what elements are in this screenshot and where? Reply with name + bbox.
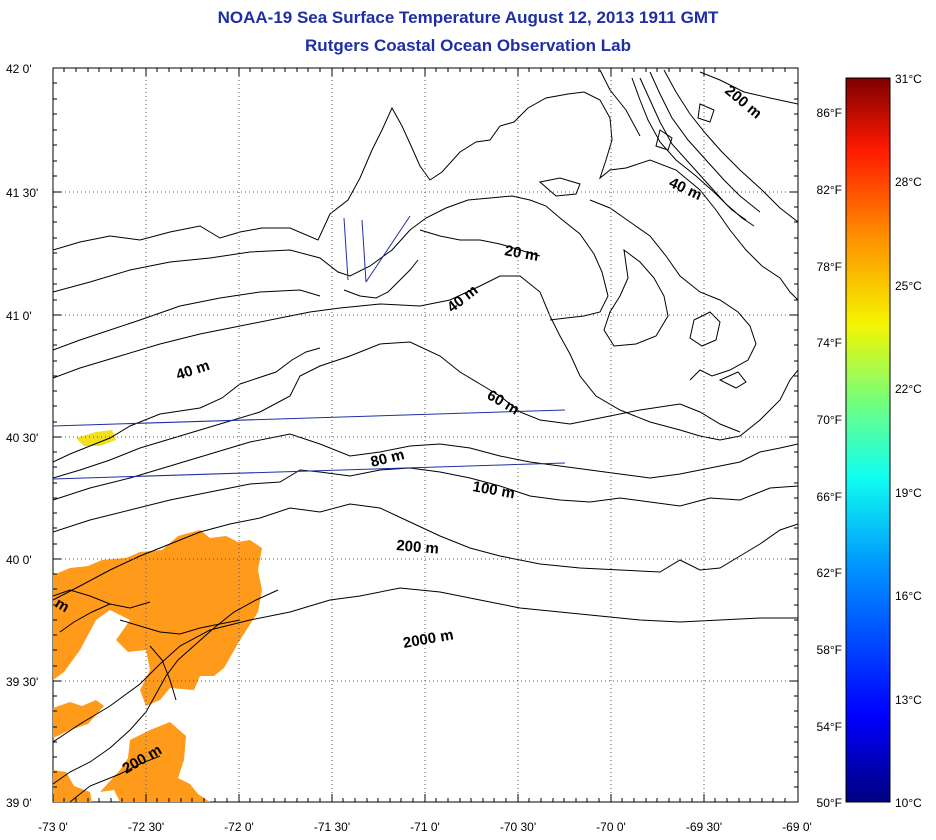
lon-label: -72 30' [128, 820, 164, 834]
fahrenheit-label: 66°F [817, 490, 842, 504]
lat-label: 39 0' [6, 796, 32, 810]
celsius-label: 10°C [895, 796, 922, 810]
fahrenheit-label: 62°F [817, 566, 842, 580]
lon-label: -71 30' [314, 820, 350, 834]
sst-warm-patches [53, 530, 262, 802]
lat-label: 41 30' [6, 186, 38, 200]
celsius-label: 22°C [895, 382, 922, 396]
longitude-labels: -73 0' -72 30' -72 0' -71 30' -71 0' -70… [38, 820, 812, 834]
sst-yellow-patch [76, 430, 116, 446]
fahrenheit-label: 50°F [817, 796, 842, 810]
frame-ticks [52, 67, 798, 802]
inlet-lines [343, 215, 411, 283]
lon-label: -69 30' [686, 820, 722, 834]
celsius-label: 19°C [895, 486, 922, 500]
celsius-labels: 31°C 28°C 25°C 22°C 19°C 16°C 13°C 10°C [895, 72, 922, 810]
contour-label-200m-mid: 200 m [396, 537, 440, 558]
lon-label: -73 0' [38, 820, 68, 834]
fahrenheit-label: 58°F [817, 643, 842, 657]
colorbar [845, 77, 891, 803]
latitude-labels: 42 0' 41 30' 41 0' 40 30' 40 0' 39 30' 3… [6, 62, 38, 810]
lon-label: -70 0' [596, 820, 626, 834]
fahrenheit-label: 70°F [817, 413, 842, 427]
fahrenheit-label: 74°F [817, 336, 842, 350]
celsius-label: 31°C [895, 72, 922, 86]
lon-label: -70 30' [500, 820, 536, 834]
fahrenheit-label: 54°F [817, 720, 842, 734]
lon-label: -71 0' [410, 820, 440, 834]
lat-label: 40 30' [6, 431, 38, 445]
lon-label: -72 0' [224, 820, 254, 834]
coastline [53, 91, 798, 463]
fahrenheit-label: 78°F [817, 260, 842, 274]
satellite-tracks [53, 409, 566, 480]
fahrenheit-label: 82°F [817, 183, 842, 197]
lat-label: 41 0' [6, 309, 32, 323]
contour-label-20m: 20 m [503, 242, 540, 265]
celsius-label: 25°C [895, 279, 922, 293]
map-title: NOAA-19 Sea Surface Temperature August 1… [217, 8, 719, 27]
lat-label: 42 0' [6, 62, 32, 76]
lat-label: 40 0' [6, 553, 32, 567]
celsius-label: 16°C [895, 589, 922, 603]
lon-label: -69 0' [782, 820, 812, 834]
lat-label: 39 30' [6, 675, 38, 689]
celsius-label: 13°C [895, 693, 922, 707]
fahrenheit-label: 86°F [817, 106, 842, 120]
map-subtitle: Rutgers Coastal Ocean Observation Lab [305, 36, 631, 55]
graticule [53, 68, 798, 802]
celsius-label: 28°C [895, 175, 922, 189]
fahrenheit-labels: 86°F 82°F 78°F 74°F 70°F 66°F 62°F 58°F … [817, 106, 842, 810]
